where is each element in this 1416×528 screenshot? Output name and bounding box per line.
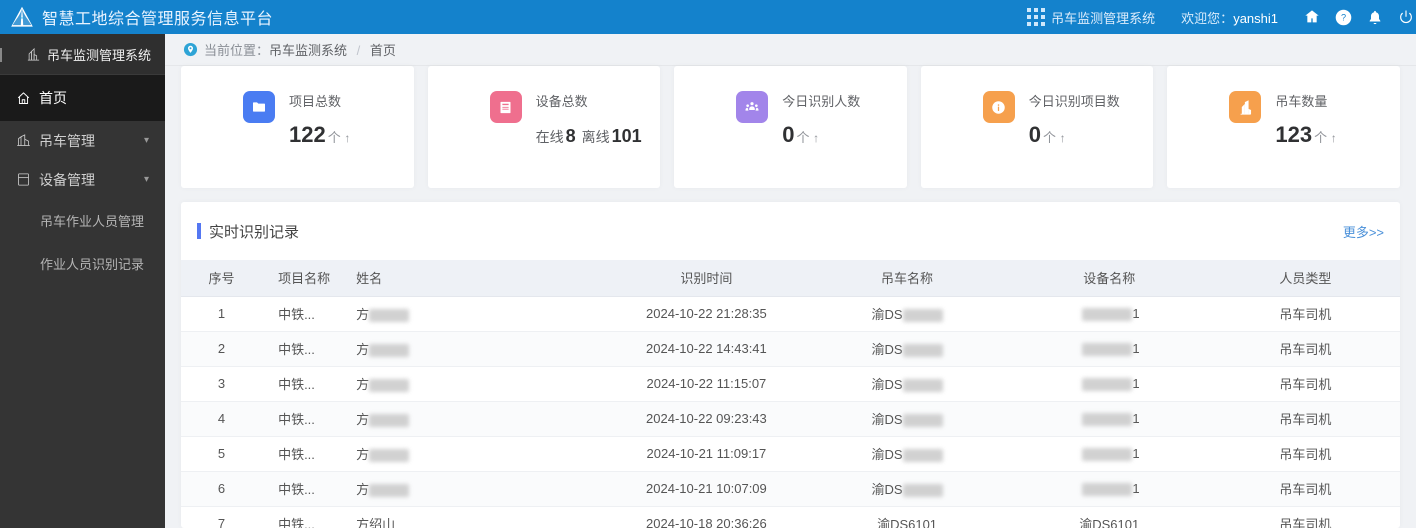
svg-text:?: ? [1341,12,1346,22]
